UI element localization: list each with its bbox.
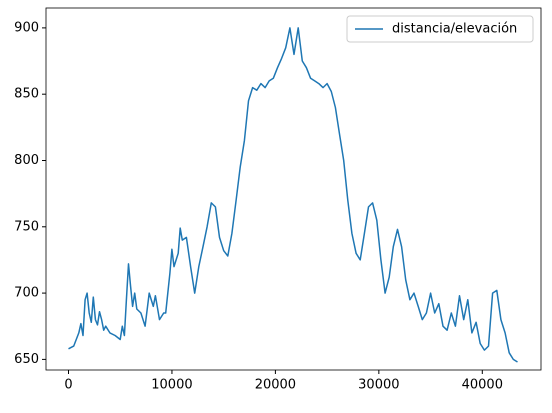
- legend-label: distancia/elevación: [392, 22, 517, 37]
- y-tick-label: 900: [14, 20, 39, 35]
- y-tick-label: 800: [14, 153, 39, 168]
- y-tick-label: 700: [14, 286, 39, 301]
- y-tick-label: 850: [14, 87, 39, 102]
- y-tick-label: 750: [14, 219, 39, 234]
- x-tick-label: 40000: [462, 378, 503, 393]
- x-tick-label: 20000: [255, 378, 296, 393]
- plot-frame: [45, 7, 542, 371]
- line: [68, 27, 518, 363]
- x-tick-label: 0: [64, 378, 72, 393]
- y-tick-label: 650: [14, 352, 39, 367]
- legend-box: [346, 15, 534, 43]
- x-tick-label: 10000: [151, 378, 192, 393]
- x-tick-label: 30000: [358, 378, 399, 393]
